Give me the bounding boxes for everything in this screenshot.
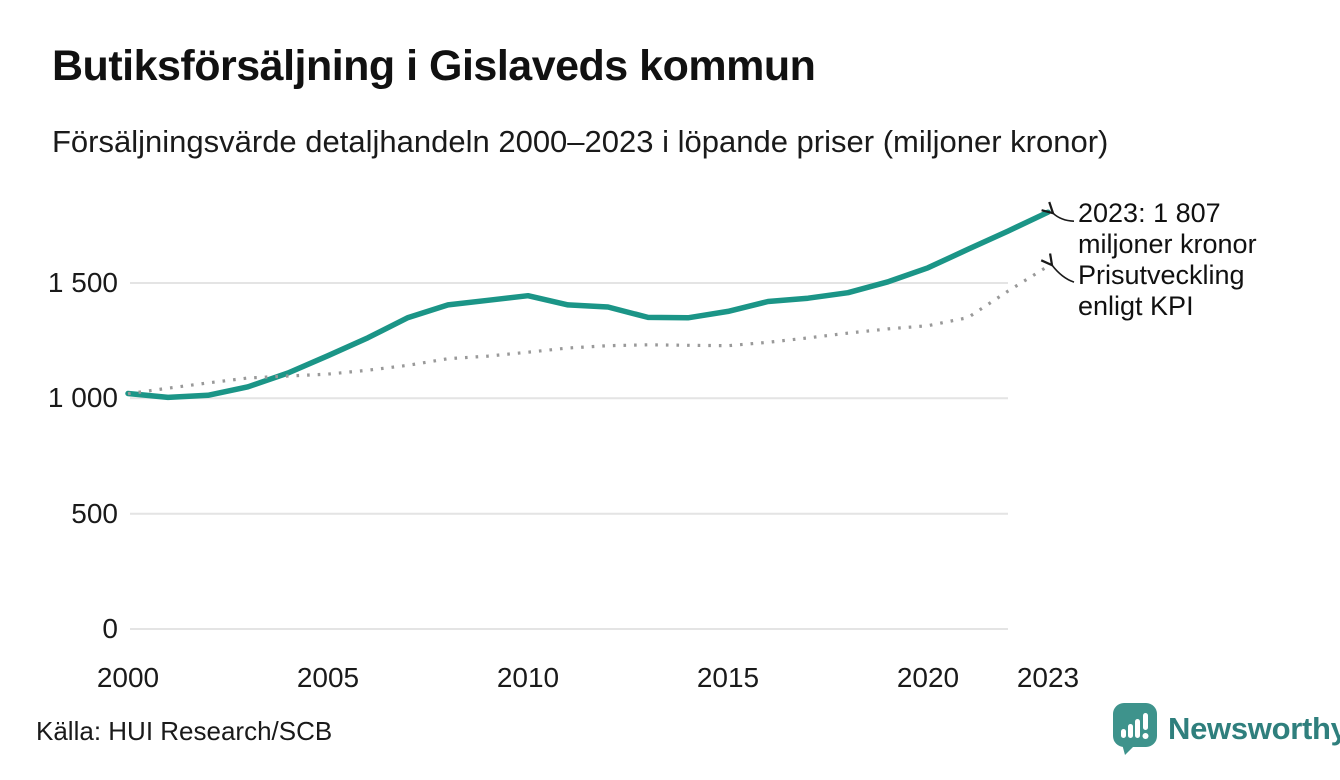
x-tick-label: 2000 <box>96 662 160 693</box>
annotation-sales-value: 2023: 1 807 miljoner kronor <box>1078 198 1257 260</box>
annotation-arrows <box>1040 201 1075 283</box>
x-tick-label: 2005 <box>296 662 360 693</box>
gridlines <box>130 282 1008 630</box>
y-tick-label: 0 <box>102 613 118 644</box>
newsworthy-logo: Newsworthy <box>1112 702 1340 756</box>
source-note: Källa: HUI Research/SCB <box>36 716 333 746</box>
annotation-kpi-line2: enligt KPI <box>1078 291 1194 321</box>
x-tick-label: 2015 <box>696 662 760 693</box>
page-title: Butiksförsäljning i Gislaveds kommun <box>52 42 816 90</box>
x-tick-label: 2020 <box>896 662 960 693</box>
newsworthy-wordmark: Newsworthy <box>1168 711 1340 746</box>
newsworthy-logo-icon <box>1113 703 1157 755</box>
annotation-kpi-line1: Prisutveckling <box>1078 260 1245 290</box>
annotation-sales-line1: 2023: 1 807 <box>1078 198 1221 228</box>
annotation-kpi-label: Prisutveckling enligt KPI <box>1078 260 1245 322</box>
kpi-line <box>127 264 1049 396</box>
page-subtitle: Försäljningsvärde detaljhandeln 2000–202… <box>52 124 1109 159</box>
y-tick-label: 1 500 <box>47 267 118 298</box>
y-tick-label: 500 <box>71 498 118 529</box>
y-tick-label: 1 000 <box>47 382 118 413</box>
annotation-sales-line2: miljoner kronor <box>1078 229 1257 259</box>
x-tick-label: 2010 <box>496 662 560 693</box>
sales-line <box>125 209 1051 401</box>
x-tick-label: 2023 <box>1016 662 1080 693</box>
